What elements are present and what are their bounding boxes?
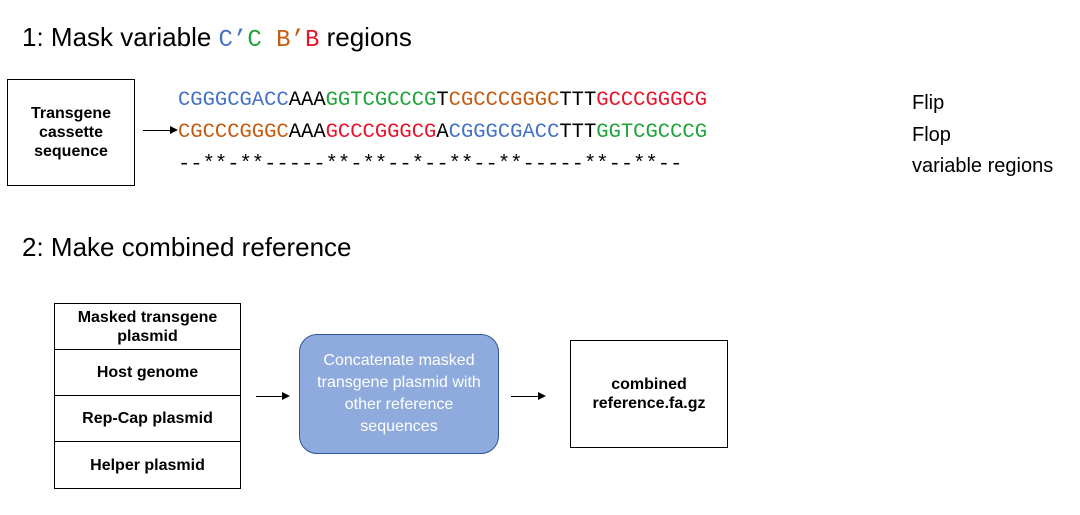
region-name-segment: B’ xyxy=(276,27,305,54)
process-label: Concatenate masked transgene plasmid wit… xyxy=(317,352,481,435)
region-name-segment: B xyxy=(304,27,320,54)
process-to-output-arrow xyxy=(511,392,546,400)
flip-sequence: CGGGCGACCAAAGGTCGCCCGTCGCCCGGGCTTTGCCCGG… xyxy=(178,89,707,112)
flip-segment: CGGGCGACC xyxy=(178,89,289,112)
input-masked-transgene-plasmid: Masked transgene plasmid xyxy=(55,304,240,350)
flop-segment: GCCCGGGCG xyxy=(325,121,437,144)
flip-segment: TTT xyxy=(559,89,597,112)
input-helper-plasmid: Helper plasmid xyxy=(90,456,205,474)
flop-segment: TTT xyxy=(559,121,597,144)
concatenate-process-box: Concatenate masked transgene plasmid wit… xyxy=(299,334,499,454)
flip-segment: GGTCGCCCG xyxy=(325,89,437,112)
reference-inputs-stack: Masked transgene plasmid Host genome Rep… xyxy=(54,303,241,489)
flop-segment: AAA xyxy=(288,121,326,144)
flip-segment: GCCCGGGCG xyxy=(596,89,707,112)
flip-segment: AAA xyxy=(288,89,326,112)
variable-regions-label: variable regions xyxy=(912,155,1054,177)
transgene-cassette-box: Transgene cassette sequence xyxy=(7,79,135,186)
cassette-arrow xyxy=(143,126,178,134)
combined-reference-label: combined reference.fa.gz xyxy=(592,376,706,412)
flop-segment: CGGGCGACC xyxy=(448,121,560,144)
step1-heading-prefix: 1: Mask variable xyxy=(22,22,219,52)
region-names: C’C B’B xyxy=(219,27,320,54)
variable-mask: --**-**-----**-**--*--**--**-----**--**-… xyxy=(178,153,683,176)
step2-heading: 2: Make combined reference xyxy=(22,232,352,262)
inputs-to-process-arrow xyxy=(256,392,290,400)
flop-sequence: CGCCCGGGCAAAGCCCGGGCGACGGGCGACCTTTGGTCGC… xyxy=(178,121,707,144)
flop-segment: GGTCGCCCG xyxy=(596,121,707,144)
region-name-segment xyxy=(262,27,276,54)
flop-segment: CGCCCGGGC xyxy=(178,121,289,144)
step1-heading-suffix: regions xyxy=(319,22,412,52)
step1-heading: 1: Mask variable C’C B’B regions xyxy=(22,22,412,54)
input-rep-cap-plasmid: Rep-Cap plasmid xyxy=(55,396,240,442)
flip-segment: CGCCCGGGC xyxy=(448,89,560,112)
region-name-segment: C’ xyxy=(218,27,248,54)
flip-label: Flip xyxy=(912,92,945,114)
transgene-cassette-label: Transgene cassette sequence xyxy=(30,105,112,160)
region-name-segment: C xyxy=(247,27,262,54)
input-host-genome: Host genome xyxy=(55,350,240,396)
combined-reference-box: combined reference.fa.gz xyxy=(570,340,728,448)
flip-segment: T xyxy=(436,89,449,112)
flop-segment: A xyxy=(436,121,449,144)
flop-label: Flop xyxy=(912,124,951,146)
